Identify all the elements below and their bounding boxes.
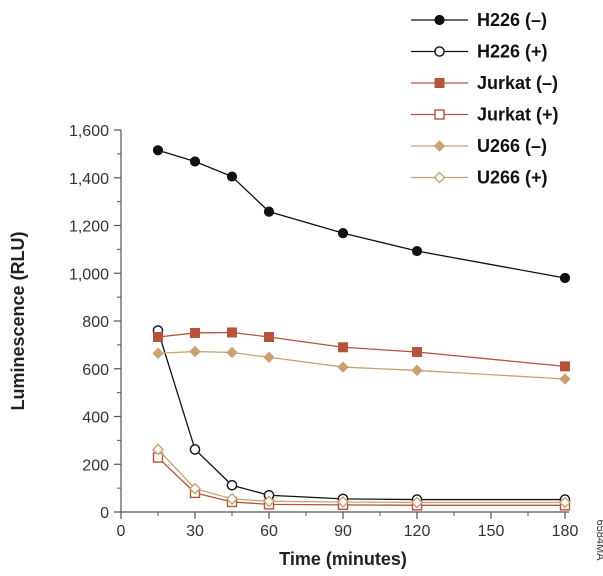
data-point: [227, 327, 237, 338]
legend-item: H226 (+): [411, 42, 548, 62]
y-tick-label: 1,600: [69, 123, 109, 140]
ticks: 0 200 400 600 800 1,000 1,200 1,400 1,600 0 30 60 90…: [69, 123, 578, 540]
data-point: [338, 342, 348, 353]
series: [152, 145, 571, 511]
series-1: [152, 145, 571, 284]
y-axis-title: Luminescence (RLU): [8, 231, 28, 410]
data-point: [560, 361, 570, 372]
x-tick-label: 90: [334, 523, 352, 540]
legend-item: Jurkat (+): [411, 105, 559, 125]
data-point: [189, 345, 201, 358]
x-tick-label: 150: [478, 523, 505, 540]
legend-marker: [433, 140, 446, 152]
legend-marker: [434, 78, 445, 88]
data-point: [226, 492, 238, 505]
data-point: [152, 347, 164, 359]
legend-item: Jurkat (–): [411, 73, 558, 93]
series-5: [152, 345, 571, 385]
legend-item: U266 (–): [411, 136, 547, 156]
series-6: [152, 443, 571, 509]
data-point: [411, 364, 423, 377]
data-point: [263, 351, 275, 363]
data-point: [189, 156, 201, 167]
data-point: [189, 482, 201, 495]
data-point: [337, 228, 349, 239]
legend-marker: [434, 109, 445, 120]
data-point: [226, 171, 238, 182]
data-point: [152, 145, 164, 156]
x-tick-label: 60: [260, 523, 278, 540]
legend-item: H226 (–): [411, 10, 547, 30]
legend-marker: [434, 14, 445, 26]
data-point: [337, 495, 349, 508]
data-point: [226, 479, 238, 491]
y-tick-label: 800: [82, 314, 109, 331]
data-point: [263, 206, 275, 217]
y-tick-label: 200: [82, 457, 109, 474]
figure-id-label: 6584MA: [594, 520, 603, 562]
legend-label: U266 (+): [477, 168, 548, 188]
data-point: [152, 443, 164, 456]
legend-label: H226 (+): [477, 42, 548, 62]
legend-marker: [433, 171, 446, 184]
data-point: [189, 444, 201, 455]
x-tick-label: 0: [117, 523, 126, 540]
data-point: [190, 327, 200, 338]
legend-label: Jurkat (+): [477, 105, 559, 125]
data-point: [559, 496, 571, 509]
series-line: [157, 449, 565, 504]
legend-label: H226 (–): [477, 10, 547, 30]
legend-label: Jurkat (–): [477, 73, 558, 93]
data-point: [263, 495, 275, 508]
series-line: [157, 350, 566, 380]
data-point: [411, 496, 423, 509]
legend-marker: [434, 46, 445, 57]
y-tick-label: 1,000: [69, 266, 109, 283]
data-point: [226, 346, 238, 359]
data-point: [411, 245, 423, 257]
y-tick-label: 1,400: [69, 171, 109, 188]
series-4: [152, 452, 571, 511]
series-line: [157, 330, 565, 501]
series-line: [157, 457, 565, 506]
y-tick-label: 400: [82, 410, 109, 427]
series-3: [153, 327, 570, 372]
y-tick-label: 1,200: [69, 219, 109, 236]
data-point: [412, 347, 422, 358]
y-tick-label: 0: [100, 505, 109, 522]
data-point: [559, 272, 571, 284]
x-tick-label: 180: [552, 523, 579, 540]
legend: H226 (–) H226 (+) Jurkat (–) Jurkat (+) U266…: [411, 10, 559, 188]
series-line: [157, 331, 566, 368]
data-point: [264, 331, 274, 342]
x-tick-label: 120: [404, 523, 431, 540]
legend-item: U266 (+): [411, 168, 548, 188]
data-point: [559, 373, 571, 385]
data-point: [153, 331, 163, 342]
legend-label: U266 (–): [477, 136, 547, 156]
data-point: [337, 361, 349, 373]
x-tick-label: 30: [186, 523, 204, 540]
y-tick-label: 600: [82, 362, 109, 379]
x-axis-title: Time (minutes): [279, 549, 407, 569]
